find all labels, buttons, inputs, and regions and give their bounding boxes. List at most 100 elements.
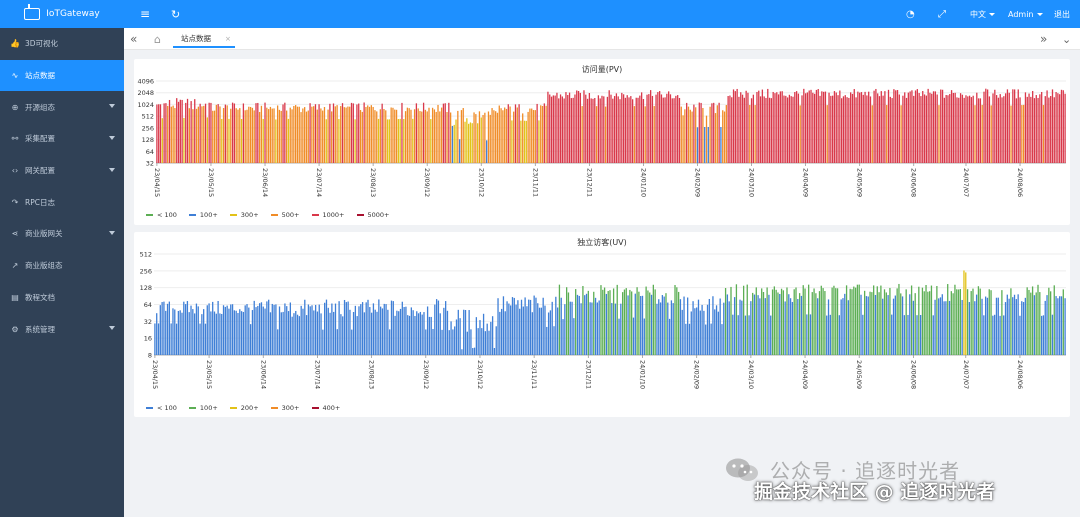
bar[interactable] — [750, 301, 752, 355]
bar[interactable] — [412, 310, 414, 355]
bar[interactable] — [878, 292, 880, 355]
bar[interactable] — [815, 89, 818, 163]
bar[interactable] — [967, 96, 969, 163]
bar[interactable] — [454, 326, 456, 355]
bar[interactable] — [966, 289, 969, 355]
bar[interactable] — [1062, 289, 1064, 355]
bar[interactable] — [593, 291, 595, 355]
bar[interactable] — [618, 318, 620, 355]
bar[interactable] — [956, 97, 958, 163]
bar[interactable] — [671, 98, 673, 163]
bar[interactable] — [1026, 96, 1028, 163]
bar[interactable] — [440, 107, 443, 163]
bar[interactable] — [863, 290, 866, 355]
bar[interactable] — [798, 293, 801, 355]
bar[interactable] — [437, 104, 439, 163]
bar[interactable] — [599, 98, 601, 163]
bar[interactable] — [1015, 98, 1018, 163]
bar[interactable] — [803, 88, 805, 163]
bar[interactable] — [221, 118, 223, 163]
bar[interactable] — [514, 104, 517, 163]
bar[interactable] — [869, 291, 871, 355]
fullscreen-icon[interactable]: ⤢ — [938, 8, 946, 20]
bar[interactable] — [425, 329, 427, 355]
bar[interactable] — [910, 285, 913, 355]
bar[interactable] — [208, 303, 210, 355]
bar[interactable] — [849, 288, 851, 355]
bar[interactable] — [938, 105, 940, 163]
bar[interactable] — [698, 102, 700, 163]
bar[interactable] — [307, 110, 309, 163]
bar[interactable] — [396, 310, 398, 355]
bar[interactable] — [657, 92, 659, 163]
bar[interactable] — [484, 112, 486, 163]
bar[interactable] — [990, 290, 992, 355]
bar[interactable] — [874, 294, 877, 355]
bar[interactable] — [327, 307, 329, 355]
bar[interactable] — [531, 312, 533, 355]
bar[interactable] — [983, 315, 985, 355]
bar[interactable] — [385, 110, 387, 163]
bar[interactable] — [1003, 315, 1005, 355]
bar[interactable] — [645, 286, 647, 355]
bar[interactable] — [859, 92, 861, 163]
bar[interactable] — [914, 90, 917, 163]
bar[interactable] — [300, 112, 302, 163]
bar[interactable] — [291, 109, 293, 163]
bar[interactable] — [417, 108, 419, 163]
bar[interactable] — [230, 304, 232, 355]
bar[interactable] — [912, 300, 915, 355]
bar[interactable] — [603, 96, 605, 163]
bar[interactable] — [318, 304, 320, 355]
bar[interactable] — [728, 301, 730, 355]
bar[interactable] — [479, 320, 481, 355]
bar[interactable] — [679, 299, 682, 355]
bar[interactable] — [959, 93, 962, 163]
bar[interactable] — [500, 108, 502, 163]
bar[interactable] — [806, 92, 809, 163]
bar[interactable] — [179, 99, 181, 163]
bar[interactable] — [918, 92, 920, 163]
bar[interactable] — [201, 314, 203, 355]
bar[interactable] — [529, 108, 531, 163]
bar[interactable] — [873, 285, 875, 355]
bar[interactable] — [452, 329, 454, 355]
bar[interactable] — [574, 94, 576, 163]
bar[interactable] — [507, 104, 509, 163]
bar[interactable] — [500, 308, 503, 355]
bar[interactable] — [352, 312, 355, 355]
bar[interactable] — [461, 349, 463, 355]
bar[interactable] — [231, 304, 234, 355]
bar[interactable] — [284, 303, 286, 355]
bar[interactable] — [309, 103, 311, 163]
bar[interactable] — [213, 110, 216, 163]
bar[interactable] — [914, 293, 916, 355]
bar[interactable] — [950, 291, 952, 355]
bar[interactable] — [453, 124, 455, 163]
bar[interactable] — [1028, 289, 1030, 355]
bar[interactable] — [972, 95, 974, 163]
bar[interactable] — [185, 102, 187, 163]
bar[interactable] — [569, 301, 571, 355]
bar[interactable] — [316, 311, 319, 355]
bar[interactable] — [210, 102, 212, 163]
bar[interactable] — [794, 92, 796, 163]
bar[interactable] — [419, 111, 421, 163]
bar[interactable] — [882, 95, 884, 163]
bar[interactable] — [630, 96, 632, 163]
bar[interactable] — [428, 316, 431, 355]
bar[interactable] — [560, 297, 562, 355]
bar[interactable] — [808, 90, 810, 163]
bar[interactable] — [589, 302, 591, 355]
bar[interactable] — [313, 106, 315, 163]
bar[interactable] — [812, 92, 814, 163]
bar[interactable] — [341, 103, 344, 163]
bar[interactable] — [222, 305, 225, 355]
bar[interactable] — [370, 312, 373, 355]
bar[interactable] — [170, 323, 172, 355]
bar[interactable] — [659, 302, 662, 355]
bar[interactable] — [1060, 296, 1063, 355]
bar[interactable] — [527, 111, 529, 163]
bar[interactable] — [737, 315, 739, 355]
bar[interactable] — [583, 90, 585, 163]
